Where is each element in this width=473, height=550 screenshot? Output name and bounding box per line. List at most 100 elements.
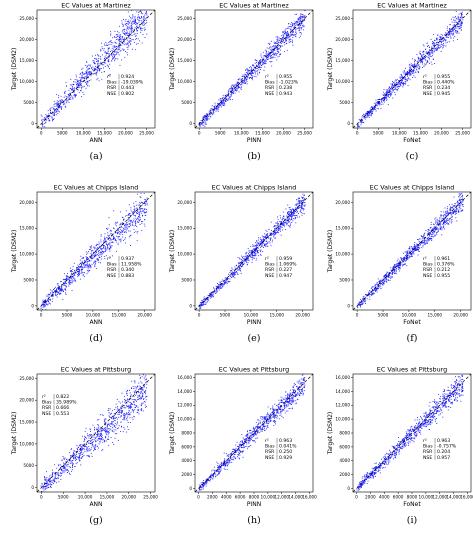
data-point bbox=[275, 222, 277, 224]
data-point bbox=[269, 54, 271, 56]
data-point bbox=[118, 46, 120, 48]
data-point bbox=[86, 273, 88, 275]
data-point bbox=[393, 84, 395, 86]
data-point bbox=[134, 20, 136, 22]
panel-caption: (a) bbox=[89, 151, 102, 162]
data-point bbox=[103, 251, 104, 253]
data-point bbox=[123, 38, 125, 40]
data-point bbox=[50, 292, 51, 294]
data-point bbox=[227, 281, 229, 283]
data-point bbox=[271, 229, 272, 231]
data-point bbox=[139, 219, 141, 221]
data-point bbox=[260, 245, 262, 247]
data-point bbox=[83, 73, 85, 75]
data-point bbox=[224, 277, 226, 279]
data-point bbox=[124, 238, 126, 240]
data-point bbox=[376, 103, 378, 105]
data-point bbox=[92, 66, 94, 68]
data-point bbox=[415, 71, 417, 73]
data-point bbox=[126, 32, 128, 34]
data-point bbox=[127, 21, 129, 22]
data-point bbox=[412, 72, 414, 74]
data-point bbox=[66, 101, 68, 103]
data-point bbox=[213, 109, 215, 111]
data-point bbox=[131, 224, 133, 226]
data-point bbox=[58, 289, 60, 291]
data-point bbox=[400, 82, 402, 84]
data-point bbox=[80, 84, 82, 86]
y-tick-label: 5000 bbox=[181, 100, 192, 105]
data-point bbox=[281, 31, 283, 33]
data-point bbox=[375, 110, 377, 112]
data-point bbox=[444, 34, 445, 36]
data-point bbox=[232, 87, 234, 89]
data-point bbox=[261, 241, 263, 243]
data-point bbox=[68, 282, 70, 284]
data-point bbox=[101, 255, 102, 257]
data-point bbox=[280, 227, 282, 229]
data-point bbox=[257, 255, 259, 257]
data-point bbox=[270, 245, 272, 247]
data-point bbox=[56, 289, 57, 291]
data-point bbox=[102, 251, 104, 253]
data-point bbox=[127, 48, 129, 50]
data-point bbox=[86, 61, 88, 63]
data-point bbox=[295, 217, 297, 219]
data-point bbox=[428, 47, 430, 48]
data-point bbox=[205, 121, 207, 123]
data-point bbox=[214, 291, 216, 293]
data-point bbox=[114, 37, 116, 39]
data-point bbox=[276, 231, 278, 233]
data-point bbox=[237, 269, 239, 271]
data-point bbox=[412, 64, 414, 66]
data-point bbox=[421, 241, 423, 243]
data-point bbox=[267, 51, 269, 53]
data-point bbox=[436, 39, 438, 41]
data-point bbox=[284, 228, 286, 230]
data-point bbox=[246, 259, 248, 261]
data-point bbox=[224, 281, 226, 283]
data-point bbox=[258, 252, 259, 254]
data-point bbox=[78, 84, 80, 86]
data-point bbox=[83, 77, 85, 78]
data-point bbox=[424, 56, 426, 58]
data-point bbox=[75, 82, 77, 84]
data-point bbox=[301, 206, 303, 208]
data-point bbox=[274, 232, 276, 234]
data-point bbox=[388, 274, 390, 276]
data-point bbox=[86, 61, 88, 63]
data-point bbox=[230, 276, 232, 278]
data-point bbox=[83, 85, 85, 87]
data-point bbox=[130, 43, 132, 45]
data-point bbox=[135, 212, 137, 213]
data-point bbox=[142, 214, 144, 216]
y-tick-label: 0 bbox=[31, 121, 34, 126]
data-point bbox=[447, 41, 449, 43]
data-point bbox=[299, 26, 301, 28]
data-point bbox=[454, 27, 456, 29]
data-point bbox=[99, 246, 101, 248]
data-point bbox=[287, 211, 289, 213]
data-point bbox=[299, 200, 301, 202]
data-point bbox=[228, 281, 230, 282]
data-point bbox=[429, 62, 430, 64]
data-point bbox=[76, 267, 77, 268]
data-point bbox=[380, 100, 382, 102]
data-point bbox=[137, 204, 139, 206]
data-point bbox=[303, 25, 305, 27]
data-point bbox=[260, 247, 262, 249]
data-point bbox=[64, 93, 66, 94]
data-point bbox=[394, 84, 396, 86]
panel-caption: (d) bbox=[89, 333, 103, 344]
data-point bbox=[69, 87, 71, 89]
data-point bbox=[452, 16, 454, 18]
data-point bbox=[249, 73, 251, 75]
data-point bbox=[142, 215, 143, 217]
data-point bbox=[284, 31, 286, 33]
data-point bbox=[141, 16, 142, 17]
data-point bbox=[286, 224, 288, 226]
data-point bbox=[252, 77, 253, 79]
data-point bbox=[41, 305, 43, 307]
data-point bbox=[225, 279, 227, 280]
data-point bbox=[143, 16, 145, 17]
